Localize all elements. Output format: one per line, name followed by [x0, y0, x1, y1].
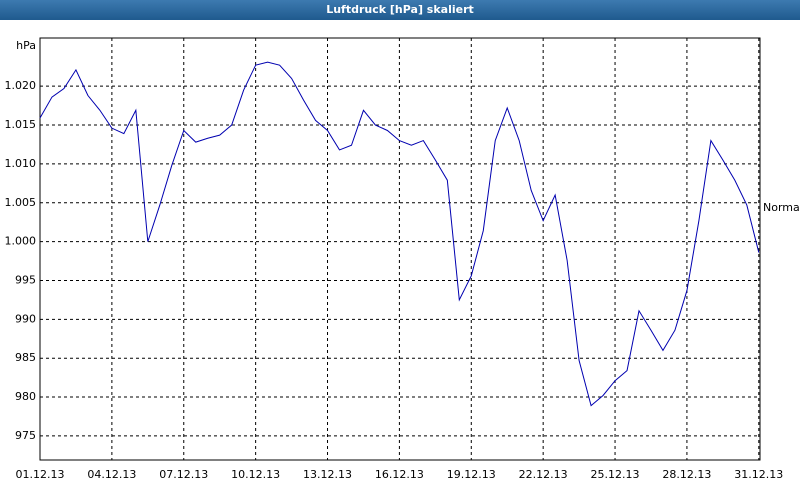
- y-unit: hPa: [16, 39, 36, 52]
- y-tick-label: 1.005: [5, 196, 37, 209]
- x-tick-label: 22.12.13: [519, 468, 568, 481]
- x-tick-label: 10.12.13: [231, 468, 280, 481]
- y-tick-label: 1.020: [5, 79, 37, 92]
- y-tick-label: 980: [15, 390, 36, 403]
- title-bar: Luftdruck [hPa] skaliert: [0, 0, 800, 20]
- x-tick-label: 07.12.13: [159, 468, 208, 481]
- x-tick-label: 19.12.13: [447, 468, 496, 481]
- data-line: [39, 61, 760, 407]
- x-tick-label: 16.12.13: [375, 468, 424, 481]
- x-tick-label: 04.12.13: [87, 468, 136, 481]
- x-tick-label: 13.12.13: [303, 468, 352, 481]
- y-tick-label: 995: [15, 273, 36, 286]
- y-tick-label: 975: [15, 429, 36, 442]
- y-tick-label: 1.010: [5, 157, 37, 170]
- y-tick-label: 990: [15, 312, 36, 325]
- x-tick-label: 01.12.13: [16, 468, 65, 481]
- annotation: Normal: [763, 201, 800, 214]
- y-tick-label: 985: [15, 351, 36, 364]
- x-tick-label: 25.12.13: [591, 468, 640, 481]
- x-tick-label: 31.12.13: [734, 468, 783, 481]
- x-tick-label: 28.12.13: [662, 468, 711, 481]
- y-tick-label: 1.000: [5, 235, 37, 248]
- y-tick-label: 1.015: [5, 118, 37, 131]
- plot-area: [39, 37, 761, 461]
